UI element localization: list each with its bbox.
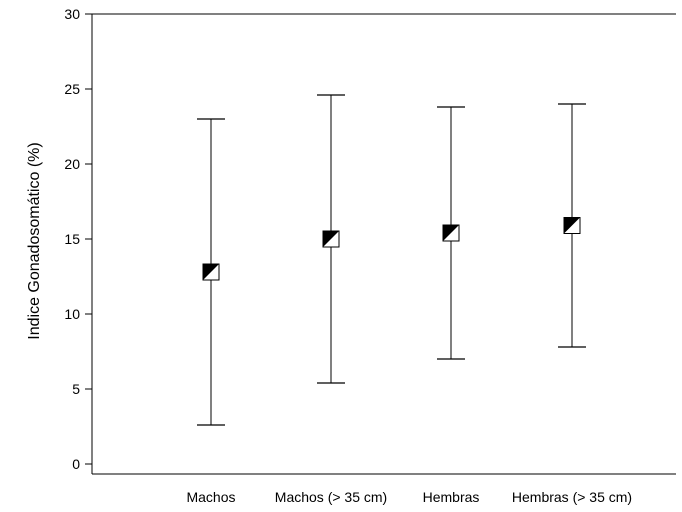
x-axis-tick-labels: Machos Machos (> 35 cm) Hembras Hembras (> …	[186, 489, 632, 505]
y-tick-label: 0	[72, 456, 80, 472]
plot-frame	[91, 13, 676, 475]
y-tick-label: 30	[64, 6, 80, 22]
data-marks	[197, 94, 586, 426]
y-tick-label: 20	[64, 156, 80, 172]
y-tick-label: 25	[64, 81, 80, 97]
y-axis-label: Indice Gonadosomático (%)	[26, 142, 43, 339]
mean-marker-fill	[203, 264, 219, 280]
y-axis-ticks: 0 5 10 15 20 25 30	[64, 6, 92, 472]
x-tick-label: Machos (> 35 cm)	[275, 489, 387, 505]
x-tick-label: Hembras (> 35 cm)	[512, 489, 632, 505]
x-tick-label: Hembras	[423, 489, 480, 505]
y-tick-label: 15	[64, 231, 80, 247]
x-tick-label: Machos	[186, 489, 235, 505]
y-tick-label: 10	[64, 306, 80, 322]
mean-marker-fill	[564, 217, 580, 234]
mean-marker-fill	[323, 231, 339, 247]
y-tick-label: 5	[72, 381, 80, 397]
mean-marker-fill	[443, 225, 459, 241]
